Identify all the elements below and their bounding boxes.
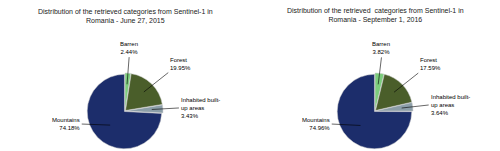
svg-text:Forest17.59%: Forest17.59% [420, 57, 441, 71]
svg-text:Inhabited built-up areas3.43%: Inhabited built-up areas3.43% [181, 97, 220, 119]
svg-text:Forest19.95%: Forest19.95% [170, 57, 191, 71]
svg-text:Distribution of the retrieved: Distribution of the retrieved categories… [38, 8, 213, 24]
svg-text:Mountains74.18%: Mountains74.18% [52, 117, 80, 131]
svg-text:Inhabited built-up areas3.64%: Inhabited built-up areas3.64% [431, 94, 470, 116]
svg-text:Distribution of the retrieved: Distribution of the retrieved categories… [287, 7, 464, 24]
svg-text:Barren2.44%: Barren2.44% [120, 41, 138, 55]
svg-text:Mountains74.96%: Mountains74.96% [302, 117, 330, 131]
svg-text:Barren3.82%: Barren3.82% [372, 41, 390, 55]
